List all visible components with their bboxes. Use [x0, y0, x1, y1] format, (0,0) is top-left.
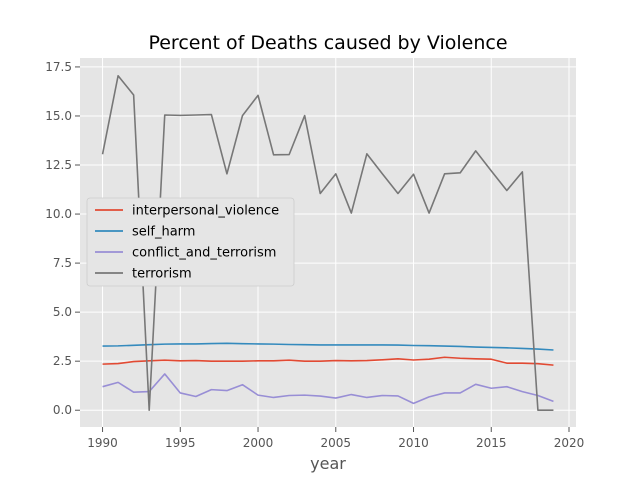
y-tick-label: 15.0	[45, 109, 72, 123]
y-tick-label: 0.0	[53, 403, 72, 417]
x-tick-label: 2000	[243, 436, 274, 450]
x-tick-label: 1990	[87, 436, 118, 450]
y-axis-ticks: 0.0 2.5 5.0 7.5 10.0 12.5 15.0 17.5	[45, 60, 80, 417]
series-line-self-harm	[102, 342, 554, 351]
legend: interpersonal_violence self_harm conflict_…	[86, 197, 295, 287]
y-tick-label: 5.0	[53, 305, 72, 319]
y-tick-label: 10.0	[45, 207, 72, 221]
x-tick-label: 2020	[554, 436, 585, 450]
chart-title: Percent of Deaths caused by Violence	[148, 32, 507, 54]
series-lines	[101, 74, 554, 412]
y-tick-label: 2.5	[53, 354, 72, 368]
series-line-conflict-and-terrorism	[102, 373, 554, 405]
x-axis-ticks: 1990 1995 2000 2005 2010 2015 2020	[87, 427, 584, 450]
x-tick-label: 1995	[165, 436, 196, 450]
x-tick-label: 2015	[476, 436, 507, 450]
series-line-terrorism	[101, 74, 554, 412]
legend-label-conflict-and-terrorism: conflict_and_terrorism	[132, 246, 276, 261]
legend-label-terrorism: terrorism	[132, 267, 192, 282]
y-tick-label: 17.5	[45, 60, 72, 74]
legend-label-interpersonal-violence: interpersonal_violence	[132, 204, 279, 219]
legend-label-self-harm: self_harm	[132, 225, 195, 240]
x-tick-label: 2010	[398, 436, 429, 450]
y-tick-label: 12.5	[45, 158, 72, 172]
legend-box	[86, 197, 295, 287]
x-tick-label: 2005	[321, 436, 352, 450]
series-line-interpersonal-violence	[102, 356, 554, 366]
y-tick-label: 7.5	[53, 256, 72, 270]
x-axis-label: year	[310, 454, 346, 473]
